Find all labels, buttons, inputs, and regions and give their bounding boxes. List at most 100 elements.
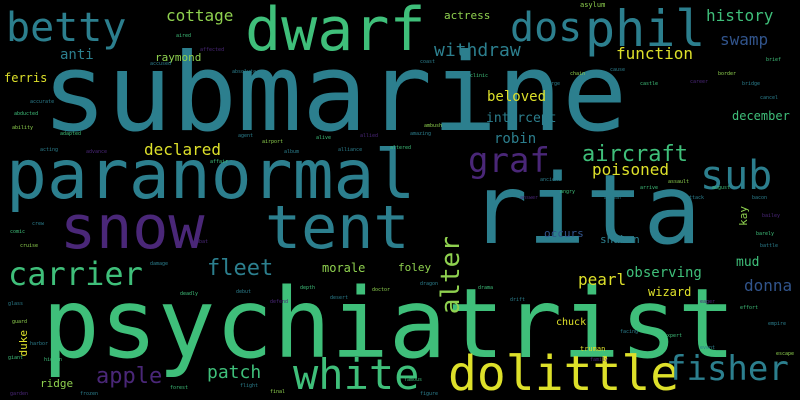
word-intercept: intercept: [486, 111, 557, 126]
word-small: facing: [620, 329, 639, 335]
word-small: charge: [542, 81, 561, 87]
word-small: airport: [262, 139, 284, 145]
word-small: barely: [756, 231, 775, 237]
word-small: attack: [686, 195, 705, 201]
word-swamp: swamp: [720, 30, 769, 49]
word-small: amazing: [410, 131, 432, 137]
word-small: advance: [86, 149, 108, 155]
word-small: depth: [300, 285, 316, 291]
word-small: comic: [10, 229, 26, 235]
word-small: affair: [210, 159, 229, 165]
word-truman: truman: [580, 345, 606, 353]
word-small: castle: [640, 81, 659, 87]
word-small: brief: [766, 57, 782, 63]
word-small: empire: [768, 321, 787, 327]
word-paranormal: paranormal: [6, 136, 416, 215]
word-small: figure: [420, 391, 439, 397]
word-ferris: ferris: [4, 71, 48, 85]
word-occurs: occurs: [544, 227, 584, 240]
word-history: history: [706, 6, 774, 25]
word-small: debut: [236, 289, 252, 295]
word-small: affected: [200, 47, 225, 53]
word-small: dragon: [420, 281, 439, 287]
word-small: deadly: [180, 291, 199, 297]
word-small: assault: [668, 179, 690, 185]
word-fleet: fleet: [207, 256, 274, 281]
word-robin: robin: [494, 131, 537, 147]
word-submarine: submarine: [42, 31, 628, 156]
word-small: drift: [510, 297, 526, 303]
word-small: allied: [360, 133, 379, 139]
word-small: drama: [478, 285, 494, 291]
word-small: cause: [610, 67, 626, 73]
word-small: altered: [390, 145, 412, 151]
word-carrier: carrier: [8, 255, 143, 293]
word-dolittle: dolittle: [448, 346, 680, 400]
word-alter: alter: [436, 236, 466, 315]
word-small: bridge: [742, 81, 761, 87]
word-fisher: fisher: [666, 349, 789, 389]
word-small: famous: [404, 377, 423, 383]
word-small: album: [284, 149, 300, 155]
word-pearl: pearl: [578, 270, 627, 289]
word-function: function: [616, 44, 694, 63]
word-declared: declared: [144, 140, 222, 159]
word-small: chain: [570, 71, 586, 77]
word-small: aired: [176, 33, 192, 39]
word-psychiatrist: psychiatrist: [42, 268, 736, 380]
word-phil: phil: [585, 0, 706, 58]
word-small: coast: [420, 59, 436, 65]
word-shaken: shaken: [600, 233, 640, 246]
word-small: family: [590, 357, 609, 363]
word-small: forest: [170, 385, 189, 391]
word-small: crew: [32, 221, 45, 227]
word-small: damage: [150, 261, 169, 267]
word-small: escape: [776, 351, 795, 357]
word-chuck: chuck: [556, 317, 587, 328]
word-small: hidden: [44, 357, 63, 363]
word-aircraft: aircraft: [582, 142, 688, 167]
word-small: arrive: [640, 185, 659, 191]
word-betty: betty: [6, 5, 127, 51]
word-dwarf: dwarf: [245, 0, 426, 65]
word-small: clinic: [470, 73, 489, 79]
word-small: acting: [40, 147, 59, 153]
word-small: garden: [10, 391, 29, 397]
word-wizard: wizard: [648, 285, 692, 299]
word-duke: duke: [17, 330, 30, 357]
word-small: expert: [664, 333, 683, 339]
word-donna: donna: [744, 276, 793, 295]
word-small: appear: [604, 195, 623, 201]
word-small: doctor: [372, 287, 391, 293]
word-small: frozen: [80, 391, 99, 397]
word-small: glass: [8, 301, 24, 307]
word-poisoned: poisoned: [592, 160, 670, 179]
word-small: battle: [760, 243, 779, 249]
word-small: angry: [560, 189, 576, 195]
word-graf: graf: [468, 141, 550, 181]
word-foley: foley: [398, 261, 432, 274]
word-small: flight: [240, 383, 259, 389]
word-small: ability: [12, 125, 34, 131]
word-rita: rita: [470, 154, 702, 266]
word-small: accused: [150, 61, 172, 67]
word-small: guard: [12, 319, 28, 325]
word-mud: mud: [736, 255, 760, 270]
word-patch: patch: [207, 362, 262, 383]
word-anti: anti: [60, 47, 94, 63]
word-small: alliance: [338, 147, 363, 153]
word-raymond: raymond: [155, 51, 202, 64]
word-white: white: [293, 350, 420, 399]
word-tent: tent: [265, 193, 410, 263]
word-small: eager: [700, 299, 716, 305]
word-withdraw: withdraw: [434, 40, 521, 61]
word-small: border: [718, 71, 737, 77]
word-small: desert: [330, 295, 349, 301]
word-actress: actress: [444, 9, 491, 22]
word-cottage: cottage: [166, 6, 234, 25]
word-beloved: beloved: [487, 89, 547, 105]
word-small: abducted: [14, 111, 39, 117]
word-small: harbor: [30, 341, 49, 347]
word-sub: sub: [700, 153, 773, 199]
word-small: adapted: [60, 131, 82, 137]
